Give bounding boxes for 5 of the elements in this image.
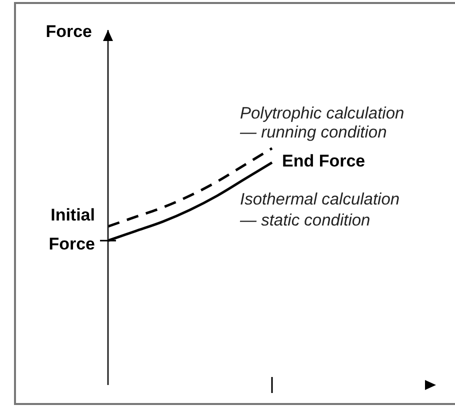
annotation: Initial Force [48, 206, 95, 254]
text: Force [46, 22, 92, 41]
annotation: End Force [282, 152, 366, 171]
series-label: Isothermal calculation — static condition [239, 190, 400, 230]
series-label: Polytrophic calculation — running condition [239, 104, 404, 142]
